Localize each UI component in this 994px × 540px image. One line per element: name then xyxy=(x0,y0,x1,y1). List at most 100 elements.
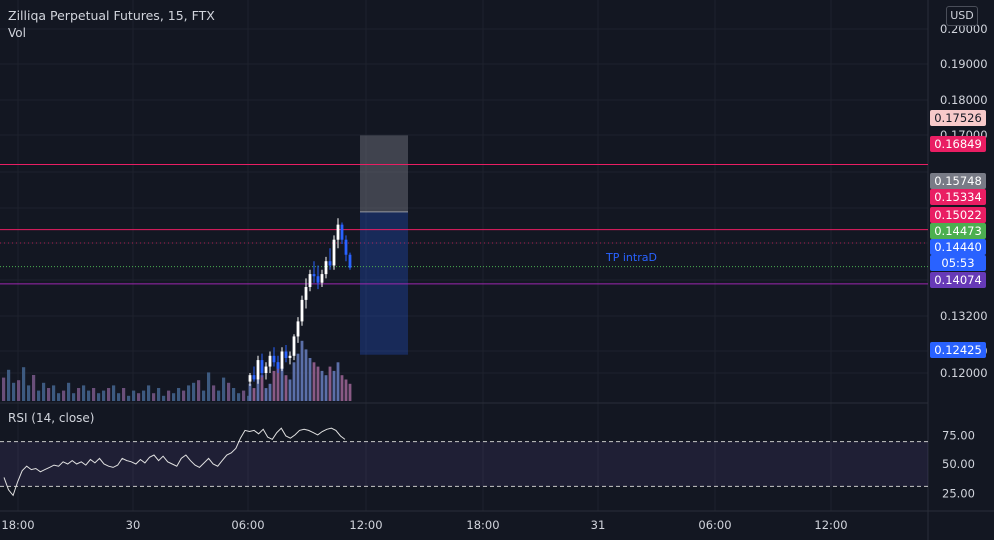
volume-bar xyxy=(22,367,26,401)
price-badge-text: 05:53 xyxy=(941,256,974,270)
candle-body xyxy=(284,351,288,358)
price-badge-text: 0.15334 xyxy=(934,190,982,204)
price-badge: 0.15748 xyxy=(930,173,986,189)
position-box[interactable] xyxy=(360,135,408,355)
rsi-label[interactable]: RSI (14, close) xyxy=(8,411,95,425)
volume-bar xyxy=(67,382,71,401)
volume-bar xyxy=(52,385,56,401)
volume-bar xyxy=(167,390,171,401)
volume-bar xyxy=(147,385,151,401)
volume-bar xyxy=(336,362,340,401)
time-tick-label: 12:00 xyxy=(349,518,382,532)
candles xyxy=(248,218,352,386)
horizontal-lines[interactable] xyxy=(0,163,928,285)
price-badge: 0.14074 xyxy=(930,272,986,288)
volume-bar xyxy=(280,366,284,401)
rsi-series-line xyxy=(3,427,346,497)
time-tick-label: 18:00 xyxy=(1,518,34,532)
volume-bar xyxy=(142,390,146,401)
volume-bar xyxy=(47,388,51,401)
price-badge-text: 0.16849 xyxy=(934,137,982,151)
volume-bar xyxy=(77,388,81,401)
price-badge-text: 0.15748 xyxy=(934,174,982,188)
candle-body xyxy=(340,224,344,240)
candle-body xyxy=(288,355,292,358)
rsi-tick-label: 75.00 xyxy=(942,429,975,443)
price-badge-bg xyxy=(930,189,986,205)
volume-bar xyxy=(222,377,226,401)
volume-bar xyxy=(112,385,116,401)
rsi-tick-label: 50.00 xyxy=(942,457,975,471)
price-badge-bg xyxy=(930,136,986,152)
price-badge-bg xyxy=(930,255,986,271)
volume-bar xyxy=(87,390,91,401)
volume-bar xyxy=(288,379,292,401)
time-tick-label: 31 xyxy=(591,518,606,532)
price-badge: 05:53 xyxy=(930,255,986,271)
volume-bar xyxy=(137,393,141,401)
price-tick-label: 0.19000 xyxy=(940,57,988,71)
volume-bars xyxy=(2,340,352,401)
volume-bar xyxy=(237,393,241,401)
rsi-line xyxy=(3,427,346,497)
price-badge: 0.14473 xyxy=(930,223,986,239)
volume-bar xyxy=(172,393,176,401)
rsi-band-fill xyxy=(0,441,928,487)
volume-bar xyxy=(242,390,246,401)
volume-bar xyxy=(260,375,264,401)
time-tick-label: 06:00 xyxy=(698,518,731,532)
price-badge-text: 0.14440 xyxy=(934,240,982,254)
volume-bar xyxy=(17,380,21,401)
price-badges: 0.17526 0.16849 0.15748 0.15334 0.15022 0.144… xyxy=(930,110,986,358)
volume-bar xyxy=(232,388,236,401)
volume-bar xyxy=(177,388,181,401)
drawing-text[interactable]: TP intraD xyxy=(605,251,657,264)
price-badge-text: 0.12425 xyxy=(934,343,982,357)
volume-bar xyxy=(132,390,136,401)
volume-bar xyxy=(340,375,344,401)
volume-bar xyxy=(27,385,31,401)
price-badge-bg xyxy=(930,207,986,223)
candle-body xyxy=(328,261,332,266)
symbol-title[interactable]: Zilliqa Perpetual Futures, 15, FTX xyxy=(8,8,215,23)
price-badge: 0.16849 xyxy=(930,136,986,152)
volume-bar xyxy=(227,382,231,401)
volume-bar xyxy=(308,358,312,401)
volume-bar xyxy=(252,388,256,401)
price-badge-text: 0.14074 xyxy=(934,273,982,287)
volume-bar xyxy=(320,370,324,401)
volume-bar xyxy=(102,390,106,401)
price-badge: 0.17526 xyxy=(930,110,986,126)
volume-bar xyxy=(248,383,252,401)
price-badge: 0.15022 xyxy=(930,207,986,223)
volume-bar xyxy=(192,382,196,401)
volume-bar xyxy=(332,370,336,401)
candle-body xyxy=(268,355,272,367)
volume-label[interactable]: Vol xyxy=(8,26,26,40)
candle-body xyxy=(308,274,312,287)
candle-body xyxy=(344,239,348,255)
candle-body xyxy=(332,239,336,266)
volume-bar xyxy=(62,390,66,401)
rsi-band xyxy=(0,441,928,487)
candle-body xyxy=(324,261,328,275)
volume-bar xyxy=(127,395,131,401)
currency-button[interactable]: USD xyxy=(946,6,978,26)
candle-body xyxy=(248,375,252,382)
volume-bar xyxy=(157,388,161,401)
candle-body xyxy=(316,276,320,283)
volume-bar xyxy=(202,390,206,401)
price-tick-label: 0.13200 xyxy=(940,309,988,323)
volume-bar xyxy=(348,383,352,401)
volume-bar xyxy=(7,369,11,401)
volume-bar xyxy=(12,382,16,401)
volume-bar xyxy=(72,393,76,401)
rsi-tick-label: 25.00 xyxy=(942,486,975,500)
time-tick-label: 30 xyxy=(126,518,141,532)
volume-bar xyxy=(276,362,280,401)
volume-bar xyxy=(344,379,348,401)
candle-body xyxy=(276,362,280,369)
volume-bar xyxy=(272,370,276,401)
candle-body xyxy=(296,321,300,337)
volume-bar xyxy=(82,385,86,401)
